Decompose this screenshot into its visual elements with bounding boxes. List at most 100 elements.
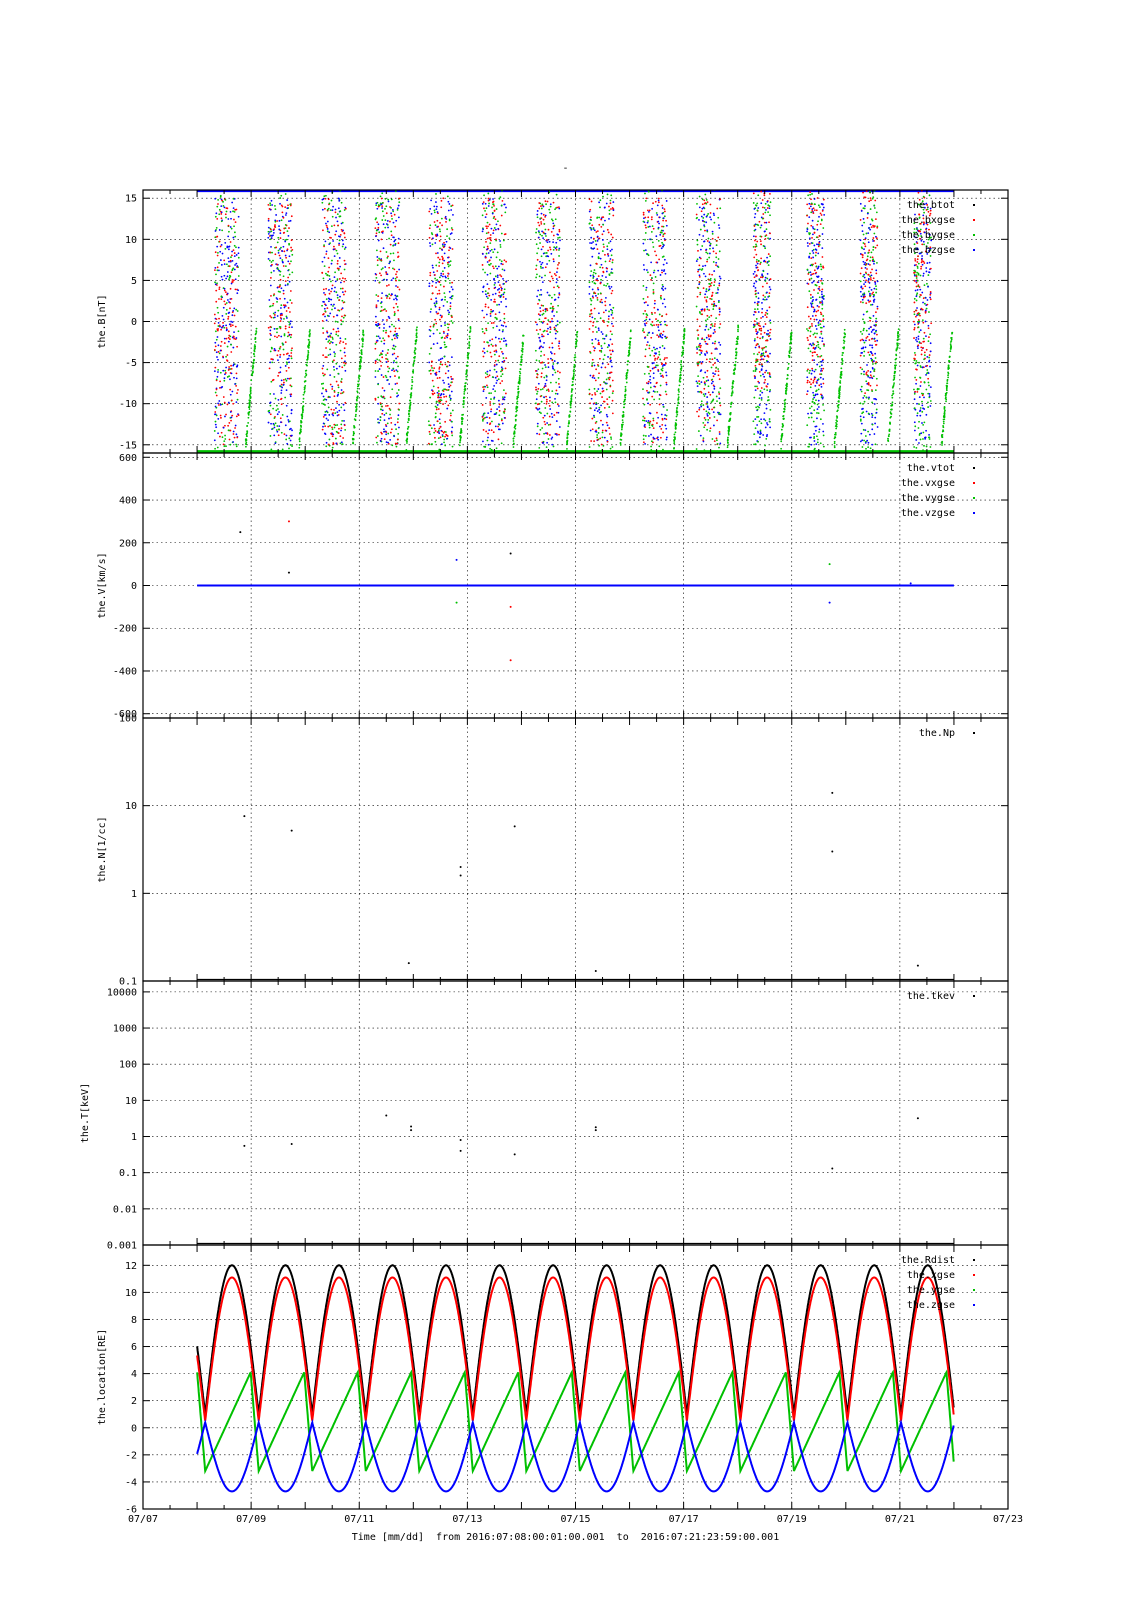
the.bygse-point xyxy=(224,198,227,201)
the.bzgse-point xyxy=(699,342,701,345)
the.bxgse-point xyxy=(651,321,654,323)
the.bzgse-point xyxy=(440,272,443,275)
the.bygse-point xyxy=(590,219,592,222)
the.bzgse-point xyxy=(559,239,561,242)
the.bzgse-point xyxy=(760,224,763,227)
the.bxgse-point xyxy=(654,250,656,253)
bygse-point xyxy=(247,406,250,409)
the.bygse-point xyxy=(380,340,383,343)
bygse-point xyxy=(729,405,732,408)
bygse-point xyxy=(305,369,308,372)
the.bzgse-point xyxy=(286,301,289,304)
the.bzgse-point xyxy=(225,366,227,369)
the.bzgse-point xyxy=(704,393,707,395)
the.bxgse-point xyxy=(604,253,606,256)
the.bzgse-point xyxy=(557,233,560,236)
the.bxgse-point xyxy=(661,315,663,318)
bygse-point xyxy=(675,415,678,418)
the.bygse-point xyxy=(236,310,239,312)
bygse-point xyxy=(674,431,677,434)
the.bzgse-point xyxy=(541,335,544,338)
the.bxgse-point xyxy=(552,258,555,261)
the.bzgse-point xyxy=(501,403,504,405)
the.bxgse-point xyxy=(445,335,448,338)
the.bzgse-point xyxy=(547,333,549,336)
the.bygse-point xyxy=(444,431,447,433)
the.bxgse-point xyxy=(662,431,664,434)
the.bxgse-point xyxy=(386,404,389,407)
the.bzgse-point xyxy=(538,336,541,339)
the.bxgse-point xyxy=(650,336,653,339)
the.bzgse-point xyxy=(597,329,600,332)
the.bxgse-point xyxy=(389,220,391,223)
the.bxgse-point xyxy=(494,344,497,347)
the.bxgse-point xyxy=(380,274,383,277)
the.bxgse-point xyxy=(397,255,400,258)
the.bzgse-point xyxy=(323,291,325,294)
the.bzgse-point xyxy=(225,324,228,327)
bygse-point xyxy=(359,360,362,363)
the.bygse-point xyxy=(719,402,721,404)
the.bygse-point xyxy=(588,222,591,225)
the.bygse-point xyxy=(651,425,654,427)
the.bygse-point xyxy=(655,364,658,367)
the.bzgse-point xyxy=(662,285,664,288)
the.bxgse-point xyxy=(429,274,432,277)
the.bygse-point xyxy=(444,444,447,447)
the.bxgse-point xyxy=(557,206,560,209)
the.bygse-point xyxy=(718,391,720,394)
the.bzgse-point xyxy=(605,413,608,416)
the.bygse-point xyxy=(554,218,557,221)
the.bxgse-point xyxy=(591,428,594,431)
the.bxgse-point xyxy=(493,350,496,353)
bygse-point xyxy=(679,374,682,377)
the.bygse-point xyxy=(647,421,649,424)
the.bxgse-point xyxy=(489,237,492,239)
the.bxgse-point xyxy=(433,392,436,395)
the.bygse-point xyxy=(644,238,646,241)
the.bxgse-point xyxy=(341,315,343,318)
the.bxgse-point xyxy=(324,197,327,200)
the.bzgse-point xyxy=(712,247,714,250)
the.bzgse-point xyxy=(498,337,500,340)
the.bzgse-point xyxy=(383,413,386,416)
the.bzgse-point xyxy=(598,252,600,255)
the.bxgse-point xyxy=(390,428,393,431)
the.bxgse-point xyxy=(714,370,717,373)
bygse-point xyxy=(416,326,418,329)
bygse-point xyxy=(459,435,462,438)
the.bxgse-point xyxy=(662,219,665,222)
the.bygse-point xyxy=(386,422,389,425)
bygse-point xyxy=(308,330,311,333)
the.bygse-point xyxy=(538,411,541,414)
the.bzgse-point xyxy=(387,200,390,203)
the.bxgse-point xyxy=(288,262,291,265)
the.bzgse-point xyxy=(608,217,610,220)
the.bzgse-point xyxy=(558,426,561,428)
the.bxgse-point xyxy=(377,295,380,298)
the.bygse-point xyxy=(715,439,718,442)
the.bxgse-point xyxy=(488,374,491,377)
the.bzgse-point xyxy=(651,207,654,210)
the.bzgse-point xyxy=(395,297,397,300)
the.bzgse-point xyxy=(647,402,650,405)
the.bygse-point xyxy=(696,243,699,246)
the.bxgse-point xyxy=(437,408,440,410)
the.bygse-point xyxy=(539,242,541,244)
the.bygse-point xyxy=(444,324,446,327)
the.bzgse-point xyxy=(588,285,591,288)
the.bxgse-point xyxy=(374,398,377,401)
the.bygse-point xyxy=(643,372,646,375)
the.bzgse-point xyxy=(436,391,439,394)
the.bzgse-point xyxy=(236,265,239,267)
the.bzgse-point xyxy=(698,283,701,286)
the.bzgse-point xyxy=(377,239,380,242)
the.bxgse-point xyxy=(279,237,282,239)
the.bxgse-point xyxy=(428,236,431,239)
the.bygse-point xyxy=(608,209,611,212)
the.bygse-point xyxy=(439,283,442,286)
the.bygse-point xyxy=(490,310,492,313)
the.bzgse-point xyxy=(697,268,700,271)
the.bygse-point xyxy=(549,331,552,334)
the.bxgse-point xyxy=(591,393,594,396)
